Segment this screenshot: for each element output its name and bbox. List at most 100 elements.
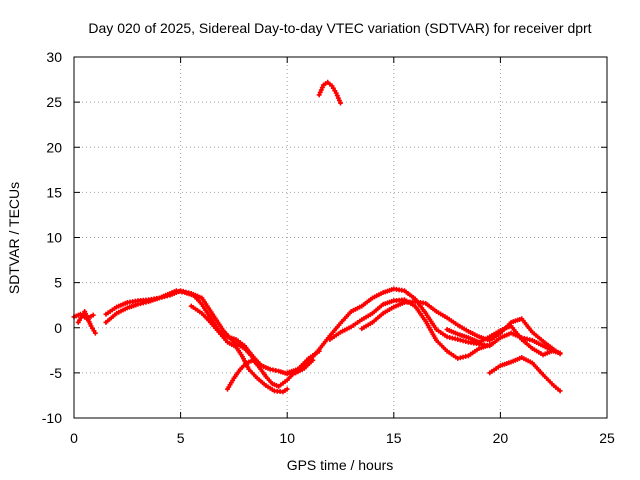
data-point <box>557 351 563 357</box>
interp-markers <box>265 384 275 393</box>
interp-markers <box>361 321 373 330</box>
interp-markers <box>404 299 415 305</box>
interp-markers <box>138 299 149 307</box>
interp-markers <box>425 302 438 313</box>
interp-markers <box>303 359 314 370</box>
interp-markers <box>264 375 274 385</box>
y-tick-label: 5 <box>54 275 62 291</box>
interp-markers <box>457 353 469 361</box>
interp-markers <box>457 337 469 345</box>
interp-markers <box>234 346 244 358</box>
y-tick-label: 25 <box>46 94 62 110</box>
series-track-l <box>316 79 343 106</box>
series-track-b <box>75 309 98 336</box>
y-tick-label: 20 <box>46 139 62 155</box>
series-track-e <box>188 303 290 395</box>
x-tick-label: 15 <box>386 430 402 446</box>
interp-markers <box>180 288 192 296</box>
y-tick-label: 0 <box>54 320 62 336</box>
interp-markers <box>520 318 534 333</box>
series-track-d <box>103 288 258 363</box>
plot-frame <box>73 56 608 419</box>
interp-markers <box>500 324 512 333</box>
interp-markers <box>371 303 384 315</box>
interp-markers <box>403 289 416 301</box>
interp-markers <box>371 312 384 324</box>
interp-markers <box>252 359 261 369</box>
interp-markers <box>542 348 555 357</box>
grid-layer <box>74 57 607 418</box>
interp-markers <box>393 286 405 293</box>
interp-markers <box>553 384 561 392</box>
interp-markers <box>226 377 236 390</box>
interp-markers <box>446 350 459 360</box>
interp-markers <box>542 373 555 387</box>
interp-markers <box>340 325 352 334</box>
interp-markers <box>413 305 427 323</box>
series-track-g <box>284 286 563 376</box>
interp-markers <box>127 298 138 305</box>
interp-markers <box>382 305 395 315</box>
interp-markers <box>105 305 118 316</box>
interp-markers <box>138 297 149 303</box>
interp-markers <box>393 297 405 303</box>
series-layer <box>71 79 563 395</box>
y-tick-label: 30 <box>46 49 62 65</box>
interp-markers <box>209 321 220 333</box>
interp-markers <box>468 329 480 339</box>
interp-markers <box>246 358 254 365</box>
interp-markers <box>328 322 342 337</box>
interp-markers <box>201 312 212 324</box>
series-track-j <box>487 355 563 394</box>
interp-markers <box>489 332 501 342</box>
interp-markers <box>190 291 203 300</box>
interp-markers <box>330 85 338 94</box>
interp-markers <box>521 356 533 365</box>
interp-markers <box>424 321 438 341</box>
series-track-k <box>444 323 557 358</box>
series-track-c <box>103 288 316 377</box>
y-tick-label: -10 <box>42 410 62 426</box>
data-point <box>551 347 557 353</box>
interp-markers <box>489 329 501 339</box>
interp-markers <box>270 367 279 373</box>
interp-markers <box>258 366 268 378</box>
interp-markers <box>489 364 501 374</box>
interp-markers <box>350 304 363 313</box>
interp-markers <box>334 93 342 104</box>
interp-markers <box>531 362 545 376</box>
interp-markers <box>218 331 229 343</box>
interp-markers <box>227 340 237 349</box>
interp-markers <box>317 84 325 95</box>
data-point <box>338 100 343 106</box>
x-tick-label: 0 <box>70 430 78 446</box>
interp-markers <box>478 335 491 344</box>
y-tick-label: 15 <box>46 184 62 200</box>
x-tick-label: 20 <box>493 430 509 446</box>
y-tick-label: 10 <box>46 230 62 246</box>
interp-markers <box>531 331 544 343</box>
interp-markers <box>297 360 309 371</box>
x-axis-label: GPS time / hours <box>287 457 394 473</box>
interp-markers <box>468 340 479 347</box>
interp-markers <box>73 312 81 319</box>
interp-markers <box>239 362 248 371</box>
interp-markers <box>232 368 242 379</box>
interp-markers <box>500 331 512 340</box>
interp-markers <box>116 306 128 315</box>
interp-markers <box>468 336 480 344</box>
interp-markers <box>318 335 331 350</box>
y-axis-label: SDTVAR / TECUs <box>6 182 22 294</box>
interp-markers <box>424 312 438 331</box>
interp-markers <box>510 325 523 341</box>
interp-markers <box>436 328 448 338</box>
interp-markers <box>479 341 490 348</box>
data-point <box>557 388 563 394</box>
interp-markers <box>521 335 533 343</box>
interp-markers <box>105 312 118 324</box>
chart-title: Day 020 of 2025, Sidereal Day-to-day VTE… <box>88 20 591 36</box>
interp-markers <box>222 329 235 344</box>
interp-markers <box>361 312 373 321</box>
x-tick-label: 25 <box>599 430 615 446</box>
